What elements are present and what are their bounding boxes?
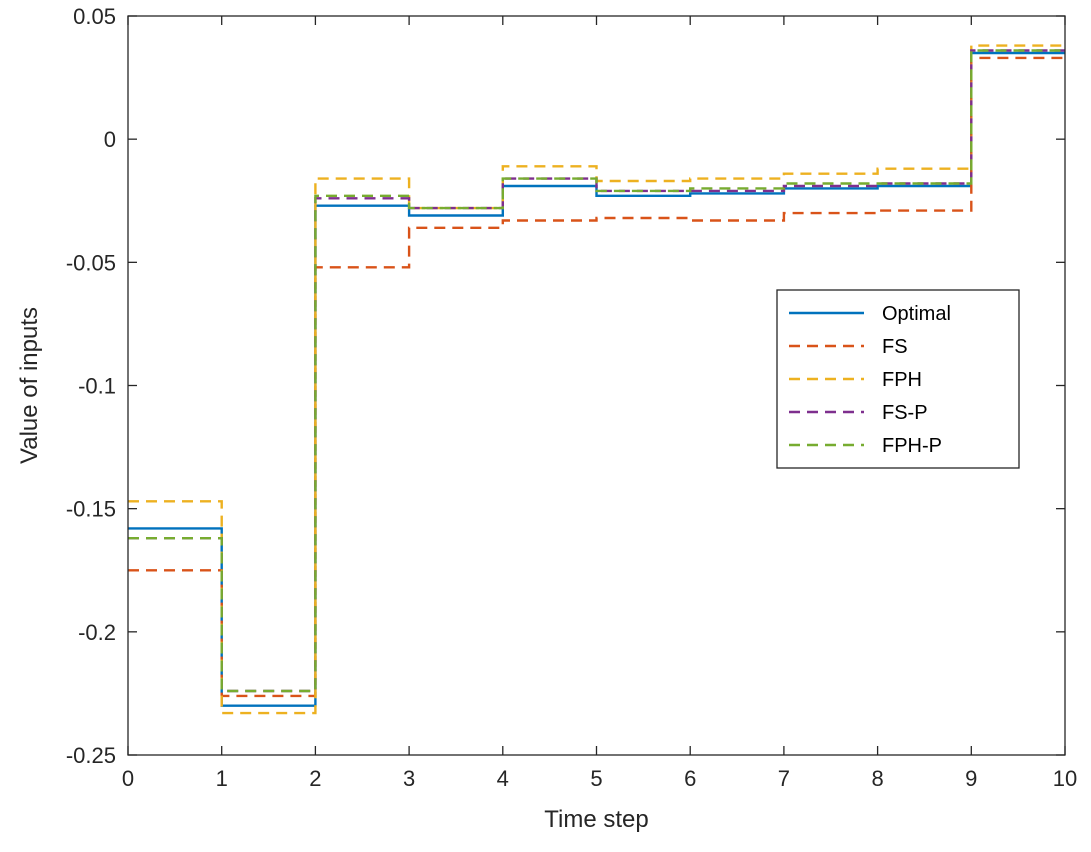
- x-tick-label: 9: [965, 766, 977, 791]
- legend: Optimal FS FPH FS-P FPH-P: [776, 289, 1020, 469]
- series-line-fph-p: [128, 49, 1065, 693]
- series-layer: [128, 44, 1065, 715]
- y-tick-label: -0.05: [66, 250, 116, 275]
- legend-label-optimal: Optimal: [882, 303, 951, 325]
- series-line-fph: [128, 44, 1065, 715]
- ticks-layer: 0 1 2 3 4 5 6 7 8 9 10 0.05 0 -0.05 -0.1 -0.15 -0.2 -0.25: [66, 4, 1077, 791]
- x-tick-label: 6: [684, 766, 696, 791]
- x-tick-label: 5: [590, 766, 602, 791]
- y-tick-label: -0.25: [66, 743, 116, 768]
- x-axis-label: Time step: [544, 806, 648, 833]
- x-tick-label: 10: [1053, 766, 1077, 791]
- x-tick-label: 0: [122, 766, 134, 791]
- y-axis-label: Value of inputs: [16, 307, 43, 464]
- x-tick-label: 2: [309, 766, 321, 791]
- y-tick-label: 0: [104, 127, 116, 152]
- x-tick-label: 3: [403, 766, 415, 791]
- legend-label-fph: FPH: [882, 369, 922, 391]
- x-tick-label: 4: [497, 766, 509, 791]
- legend-label-fs: FS: [882, 336, 908, 358]
- legend-label-fph-p: FPH-P: [882, 435, 942, 457]
- x-tick-label: 7: [778, 766, 790, 791]
- legend-label-fs-p: FS-P: [882, 402, 928, 424]
- y-tick-label: 0.05: [73, 4, 116, 29]
- y-tick-label: -0.1: [78, 374, 116, 399]
- x-tick-label: 1: [216, 766, 228, 791]
- y-tick-label: -0.15: [66, 497, 116, 522]
- y-tick-label: -0.2: [78, 620, 116, 645]
- x-tick-label: 8: [871, 766, 883, 791]
